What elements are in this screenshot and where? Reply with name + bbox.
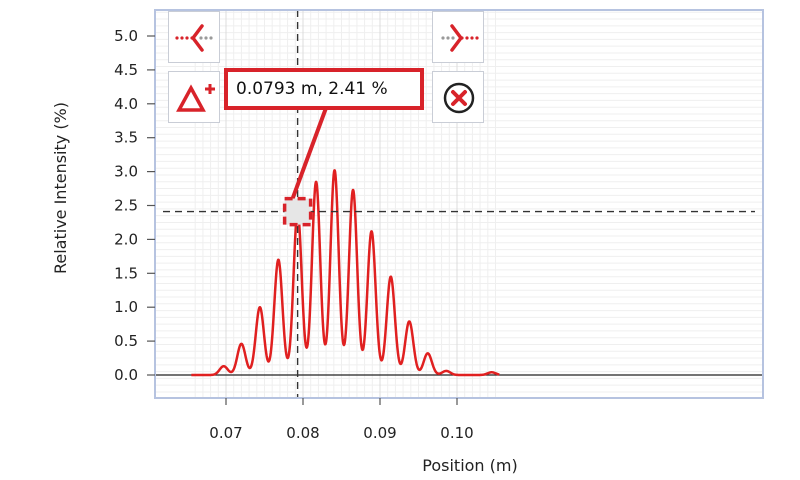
remove-cursor-button[interactable]: [432, 71, 484, 123]
add-delta-button[interactable]: [168, 71, 220, 123]
y-tick-label: 1.0: [114, 298, 138, 316]
x-axis-ticks: 0.07 0.08 0.09 0.10: [209, 398, 474, 442]
plot-frame: [154, 9, 764, 399]
arrow-left-peak-icon: [175, 24, 213, 52]
arrow-right-peak-icon: [441, 24, 479, 52]
delta-plus-icon: [176, 84, 215, 112]
x-tick-label: 0.07: [209, 424, 242, 442]
y-axis-ticks: 0.0 0.5 1.0 1.5 2.0 2.5 3.0 3.5 4.0 4.5 5.0: [114, 27, 155, 384]
y-tick-label: 2.5: [114, 197, 138, 215]
y-tick-label: 3.0: [114, 163, 138, 181]
readout-leader-line: [290, 107, 328, 200]
y-tick-label: 3.5: [114, 129, 138, 147]
y-tick-label: 0.0: [114, 366, 138, 384]
y-axis-title: Relative Intensity (%): [51, 102, 70, 274]
y-tick-label: 1.5: [114, 264, 138, 282]
previous-peak-button[interactable]: [168, 11, 220, 63]
x-tick-label: 0.10: [440, 424, 473, 442]
cursor-readout: 0.0793 m, 2.41 %: [224, 68, 424, 110]
intensity-curve: [190, 169, 501, 377]
x-axis-title: Position (m): [422, 456, 517, 475]
cursor-marker[interactable]: [282, 196, 313, 227]
y-tick-label: 4.0: [114, 95, 138, 113]
y-tick-label: 0.5: [114, 332, 138, 350]
y-tick-label: 2.0: [114, 230, 138, 248]
x-tick-label: 0.09: [363, 424, 396, 442]
next-peak-button[interactable]: [432, 11, 484, 63]
y-tick-label: 5.0: [114, 27, 138, 45]
circle-x-icon: [443, 82, 475, 114]
y-tick-label: 4.5: [114, 61, 138, 79]
x-tick-label: 0.08: [286, 424, 319, 442]
